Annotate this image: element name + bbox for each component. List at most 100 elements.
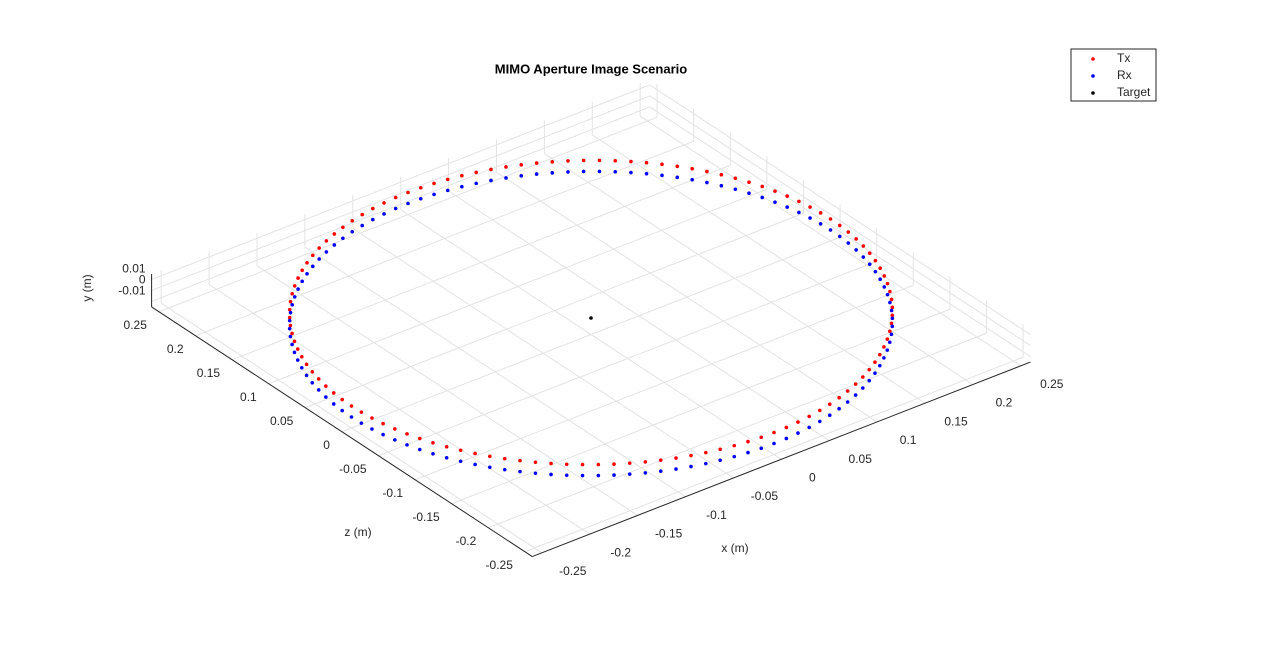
x-tick-label: 0.25 xyxy=(1040,377,1064,391)
point xyxy=(350,218,355,223)
point xyxy=(370,427,374,431)
point xyxy=(288,310,293,315)
point xyxy=(580,462,585,467)
point xyxy=(837,406,841,411)
point xyxy=(432,181,436,186)
point xyxy=(760,184,765,189)
point xyxy=(747,180,751,185)
point xyxy=(796,420,800,424)
point xyxy=(689,453,693,458)
point xyxy=(888,300,892,305)
point xyxy=(296,276,300,280)
point xyxy=(882,274,887,278)
point xyxy=(444,444,449,449)
point xyxy=(643,471,648,475)
point xyxy=(705,169,709,174)
point xyxy=(660,173,664,178)
grid-line xyxy=(151,95,650,291)
point xyxy=(885,281,890,286)
z-tick-label: -0.05 xyxy=(339,462,367,476)
point xyxy=(784,436,789,441)
point xyxy=(405,432,409,436)
point xyxy=(295,358,300,362)
grid-line xyxy=(649,84,1031,335)
point xyxy=(878,363,882,368)
point xyxy=(292,284,297,288)
x-tick-label: 0 xyxy=(809,470,816,484)
point xyxy=(612,473,616,477)
point xyxy=(317,246,321,250)
point xyxy=(332,243,337,247)
point xyxy=(882,356,886,360)
grid-line xyxy=(488,332,987,529)
z-tick-label: 0.15 xyxy=(197,366,221,380)
point xyxy=(878,266,882,271)
point xyxy=(629,159,633,164)
point xyxy=(885,348,890,352)
point xyxy=(287,315,292,320)
point xyxy=(785,205,789,209)
point xyxy=(382,201,386,205)
legend-label: Target xyxy=(1117,85,1151,99)
point xyxy=(432,192,436,197)
point xyxy=(890,305,895,310)
point xyxy=(473,462,477,467)
point xyxy=(818,211,823,215)
point xyxy=(674,456,678,460)
point xyxy=(718,458,722,463)
point xyxy=(360,223,365,228)
point xyxy=(566,170,570,174)
point xyxy=(534,172,539,176)
point xyxy=(359,410,364,414)
point xyxy=(873,269,878,274)
point xyxy=(300,354,304,359)
point xyxy=(733,176,738,181)
z-axis-line xyxy=(151,306,533,557)
point xyxy=(643,460,648,464)
point xyxy=(566,159,570,163)
point xyxy=(304,373,309,378)
z-tick-label: 0.1 xyxy=(240,390,257,404)
grid-line xyxy=(151,106,650,302)
point xyxy=(458,448,463,453)
point xyxy=(773,189,777,193)
legend-label: Tx xyxy=(1117,51,1130,65)
point xyxy=(772,441,776,446)
point xyxy=(719,172,724,177)
point xyxy=(747,191,751,196)
point xyxy=(393,438,397,442)
point xyxy=(612,462,616,466)
grid-line xyxy=(414,284,914,481)
x-axis-label: x (m) xyxy=(721,541,748,555)
point xyxy=(290,302,295,307)
point xyxy=(827,413,832,418)
z-tick-label: 0.2 xyxy=(167,342,184,356)
point xyxy=(873,371,877,376)
point xyxy=(533,471,538,476)
z-tick-label: 0.05 xyxy=(270,414,294,428)
point xyxy=(746,450,750,455)
point xyxy=(418,196,423,201)
point xyxy=(504,176,508,180)
grid-line xyxy=(151,84,650,280)
point xyxy=(304,362,309,367)
point xyxy=(845,389,850,393)
point xyxy=(867,251,872,256)
point xyxy=(890,313,895,318)
point xyxy=(817,408,822,413)
series-2 xyxy=(589,316,593,320)
point xyxy=(406,201,410,206)
point xyxy=(797,210,801,215)
z-tick-label: -0.15 xyxy=(412,510,440,524)
point xyxy=(627,472,632,476)
point xyxy=(589,316,593,320)
point xyxy=(808,205,812,209)
point xyxy=(349,404,354,408)
point xyxy=(324,239,329,243)
point xyxy=(890,316,895,321)
grid-line xyxy=(195,140,694,337)
point xyxy=(867,378,872,383)
point xyxy=(519,163,524,167)
point xyxy=(381,421,385,426)
point xyxy=(613,169,618,174)
